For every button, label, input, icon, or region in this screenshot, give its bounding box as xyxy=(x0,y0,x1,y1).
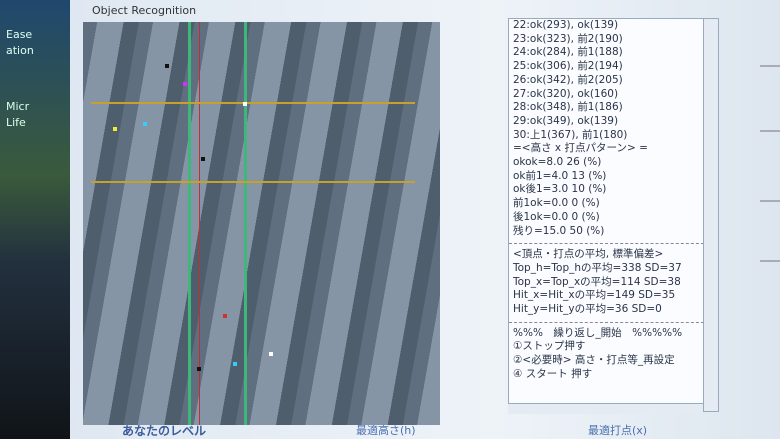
dot xyxy=(201,157,205,161)
dot xyxy=(165,64,169,68)
log-line: 30:上1(367), 前1(180) xyxy=(513,129,700,143)
log-line: =<高さ x 打点パターン> = xyxy=(513,142,700,156)
page: Object Recognition 22:ok(293), ok(139)23… xyxy=(0,0,780,439)
slider[interactable] xyxy=(760,200,780,202)
guide-line xyxy=(91,102,415,104)
slider[interactable] xyxy=(760,260,780,262)
window-title: Object Recognition xyxy=(92,4,196,17)
dot xyxy=(233,362,237,366)
dot xyxy=(243,102,247,106)
log-line: ok前1=4.0 13 (%) xyxy=(513,170,700,184)
log-line: Top_h=Top_hの平均=338 SD=37 xyxy=(513,262,700,276)
log-line: 後1ok=0.0 0 (%) xyxy=(513,211,700,225)
log-line: ①ストップ押す xyxy=(513,340,700,354)
dot xyxy=(143,122,147,126)
camera-image xyxy=(83,22,440,425)
log-line: 22:ok(293), ok(139) xyxy=(513,19,700,33)
slider[interactable] xyxy=(760,130,780,132)
log-line: 28:ok(348), 前1(186) xyxy=(513,101,700,115)
guide-line xyxy=(244,22,247,425)
log-line: Hit_y=Hit_yの平均=36 SD=0 xyxy=(513,303,700,317)
log-section: <頂点・打点の平均, 標準偏差>Top_h=Top_hの平均=338 SD=37… xyxy=(509,248,704,323)
log-line: 26:ok(342), 前2(205) xyxy=(513,74,700,88)
slider[interactable] xyxy=(760,65,780,67)
guide-line xyxy=(91,181,415,183)
scrollbar[interactable] xyxy=(703,18,719,412)
log-line: 29:ok(349), ok(139) xyxy=(513,115,700,129)
guide-line xyxy=(188,22,191,425)
desktop-icon-label: Life xyxy=(6,116,26,129)
log-section: 22:ok(293), ok(139)23:ok(323), 前2(190)24… xyxy=(509,19,704,244)
desktop xyxy=(0,0,70,439)
log-line: ②<必要時> 高さ・打点等_再設定 xyxy=(513,354,700,368)
log-line: Top_x=Top_xの平均=114 SD=38 xyxy=(513,276,700,290)
tab-label[interactable]: あなたのレベル xyxy=(122,422,206,439)
scrollbar[interactable] xyxy=(508,403,703,414)
dot xyxy=(197,367,201,371)
tab-label[interactable]: 最適高さ(h) xyxy=(356,422,416,438)
log-line: 25:ok(306), 前2(194) xyxy=(513,60,700,74)
dot xyxy=(223,314,227,318)
dot xyxy=(183,82,187,86)
log-line: 24:ok(284), 前1(188) xyxy=(513,46,700,60)
guide-line xyxy=(199,22,200,425)
log-line: %%% 繰り返し_開始 %%%%% xyxy=(513,327,700,341)
desktop-icon-label: Ease xyxy=(6,28,32,41)
desktop-icon-label: Micr xyxy=(6,100,29,113)
log-line: 前1ok=0.0 0 (%) xyxy=(513,197,700,211)
log-line: okok=8.0 26 (%) xyxy=(513,156,700,170)
log-line: <頂点・打点の平均, 標準偏差> xyxy=(513,248,700,262)
log-line: Hit_x=Hit_xの平均=149 SD=35 xyxy=(513,289,700,303)
log-line: 27:ok(320), ok(160) xyxy=(513,88,700,102)
log-line: ④ スタート 押す xyxy=(513,368,700,382)
dot xyxy=(113,127,117,131)
log-line: 23:ok(323), 前2(190) xyxy=(513,33,700,47)
desktop-icon-label: ation xyxy=(6,44,34,57)
log-line: 残り=15.0 50 (%) xyxy=(513,225,700,239)
tab-label[interactable]: 最適打点(x) xyxy=(588,422,647,438)
log-panel: 22:ok(293), ok(139)23:ok(323), 前2(190)24… xyxy=(508,18,705,412)
log-line: ok後1=3.0 10 (%) xyxy=(513,183,700,197)
dot xyxy=(269,352,273,356)
